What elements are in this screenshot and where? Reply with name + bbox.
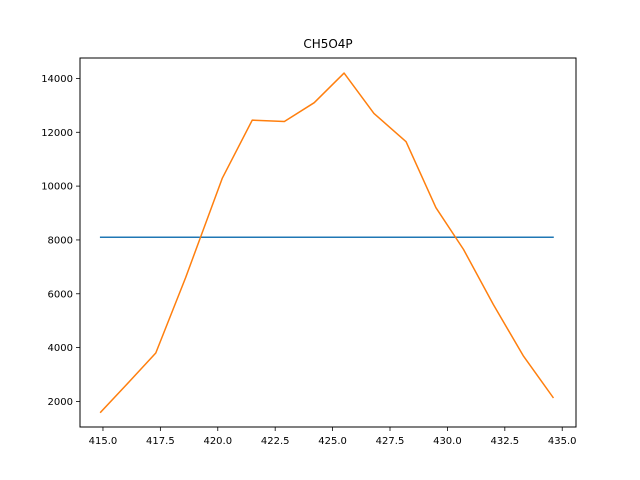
x-tick-label: 427.5 xyxy=(376,436,405,447)
series-line-2 xyxy=(99,72,555,414)
x-tick-label: 420.0 xyxy=(203,436,232,447)
y-tick-label: 4000 xyxy=(48,343,73,354)
x-tick-label: 435.0 xyxy=(548,436,577,447)
y-tick-label: 10000 xyxy=(41,182,73,193)
x-tick-label: 415.0 xyxy=(89,436,118,447)
y-tick-label: 14000 xyxy=(41,74,73,85)
y-tick-label: 2000 xyxy=(48,397,73,408)
chart-title: CH5O4P xyxy=(303,37,352,51)
x-tick-label: 417.5 xyxy=(146,436,175,447)
y-tick-label: 8000 xyxy=(48,235,73,246)
series-layer xyxy=(99,72,555,414)
x-tick-label: 430.0 xyxy=(433,436,462,447)
y-tick-label: 12000 xyxy=(41,128,73,139)
y-axis: 2000 4000 6000 8000 10000 12000 14000 xyxy=(41,74,80,408)
plot-frame xyxy=(79,57,577,428)
x-tick-label: 425.0 xyxy=(318,436,347,447)
x-tick-label: 432.5 xyxy=(490,436,519,447)
y-tick-label: 6000 xyxy=(48,289,73,300)
x-tick-label: 422.5 xyxy=(261,436,290,447)
x-axis: 415.0 417.5 420.0 422.5 425.0 427.5 430.0 432.5… xyxy=(89,427,577,447)
